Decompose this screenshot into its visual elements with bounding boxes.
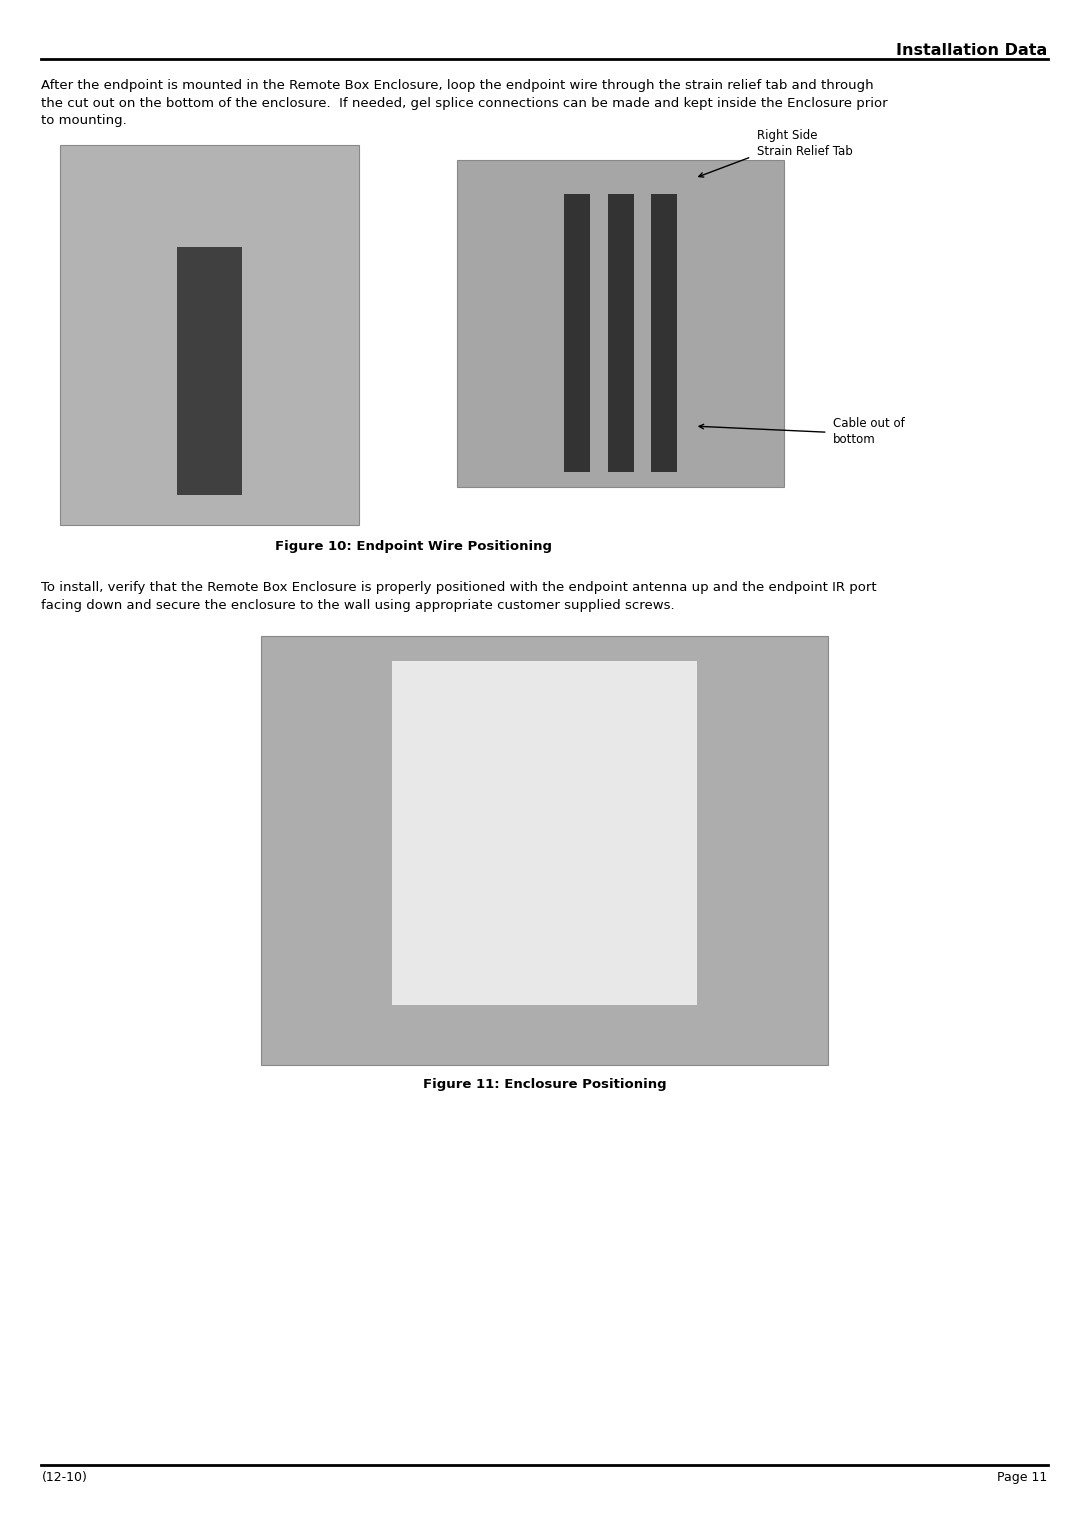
- Text: (12-10): (12-10): [41, 1470, 87, 1484]
- Bar: [261, 636, 828, 1065]
- Text: Cable out of
bottom: Cable out of bottom: [833, 417, 905, 446]
- Bar: [651, 193, 677, 472]
- Text: Right Side
Strain Relief Tab: Right Side Strain Relief Tab: [757, 129, 853, 158]
- Text: Page 11: Page 11: [998, 1470, 1048, 1484]
- Bar: [392, 661, 697, 1005]
- Bar: [457, 160, 784, 487]
- Bar: [564, 193, 590, 472]
- Text: Installation Data: Installation Data: [896, 43, 1048, 58]
- Text: Figure 11: Enclosure Positioning: Figure 11: Enclosure Positioning: [423, 1078, 666, 1091]
- Text: After the endpoint is mounted in the Remote Box Enclosure, loop the endpoint wir: After the endpoint is mounted in the Rem…: [41, 79, 888, 128]
- Text: Figure 10: Endpoint Wire Positioning: Figure 10: Endpoint Wire Positioning: [276, 540, 552, 554]
- Text: To install, verify that the Remote Box Enclosure is properly positioned with the: To install, verify that the Remote Box E…: [41, 581, 877, 612]
- Bar: [60, 145, 359, 525]
- Bar: [608, 193, 634, 472]
- Bar: [176, 247, 242, 495]
